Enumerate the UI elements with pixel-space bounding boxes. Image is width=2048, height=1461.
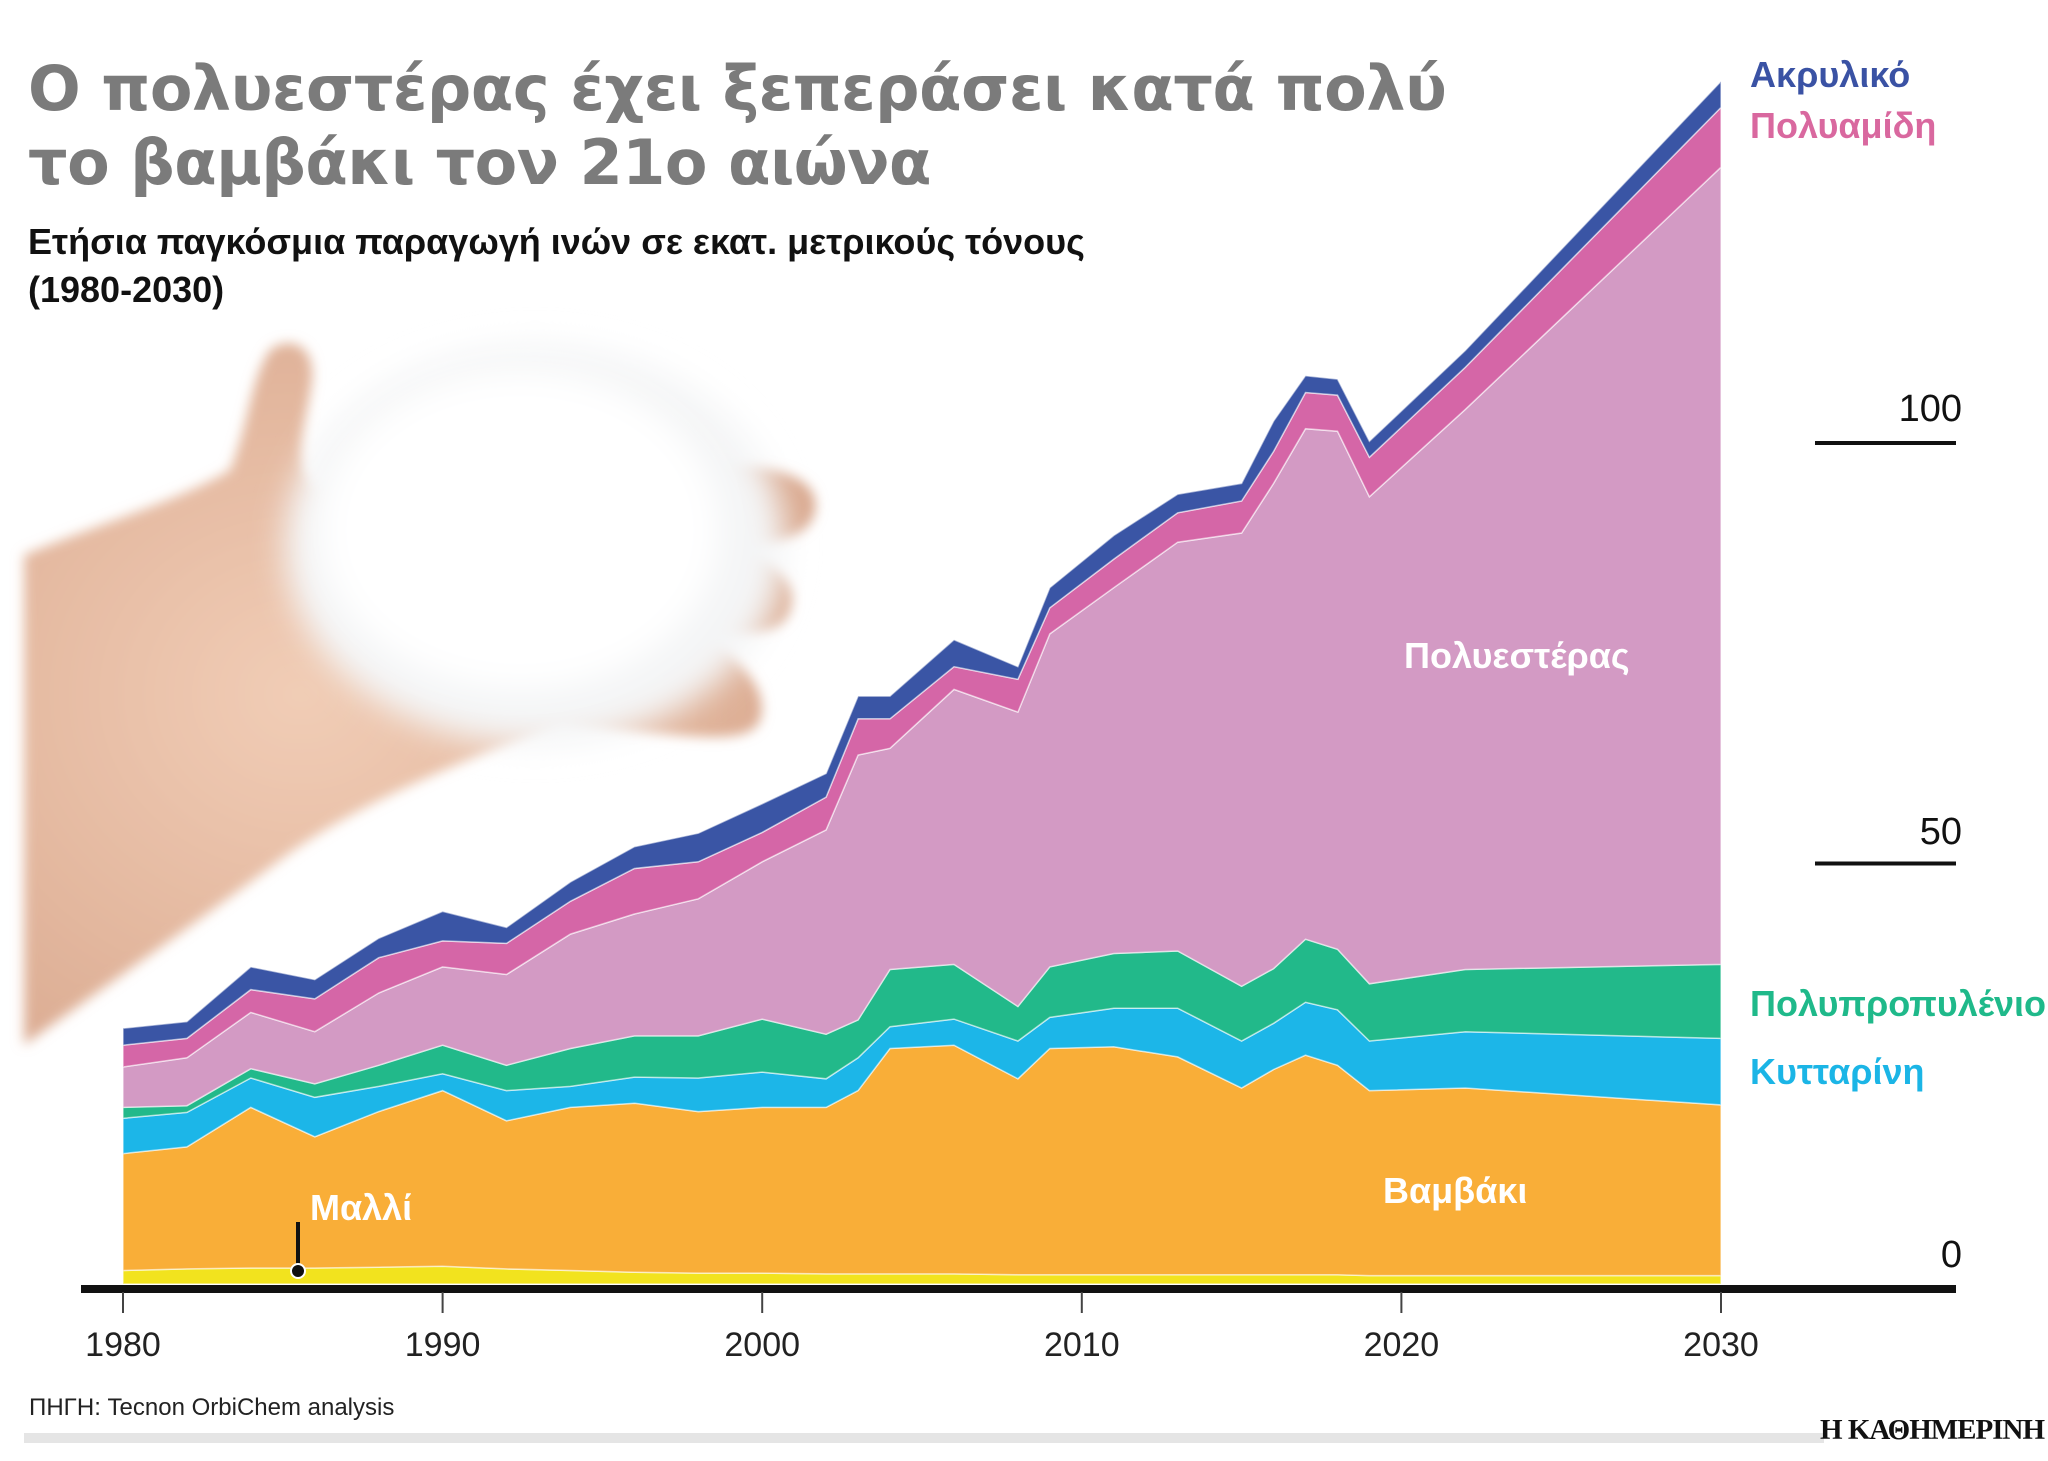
label-polyester: Πολυεστέρας [1404,635,1630,676]
hand-with-fiber-image [24,343,816,1045]
y-tick-label-50: 50 [1919,811,1962,853]
x-tick-label-2000: 2000 [724,1326,800,1364]
x-tick-label-2020: 2020 [1364,1326,1440,1364]
x-tick-label-2010: 2010 [1044,1326,1120,1364]
label-acrylic: Ακρυλικό [1750,54,1911,95]
chart-subtitle: Ετήσια παγκόσμια παραγωγή ινών σε εκατ. … [28,218,1085,314]
axes: 1980 1990 2000 2010 2020 2030 [81,441,1956,1364]
title-line-1: Ο πολυεστέρας έχει ξεπεράσει κατά πολύ [28,52,1447,125]
area-6 [122,79,1722,1047]
subtitle-line-1: Ετήσια παγκόσμια παραγωγή ινών σε εκατ. … [28,221,1085,262]
y-tick-label-100: 100 [1898,388,1962,430]
x-tick-label-1990: 1990 [405,1326,481,1364]
source-note: ΠΗΓΗ: Tecnon OrbiChem analysis [29,1394,395,1421]
label-cellulose: Κυτταρίνη [1750,1051,1925,1092]
x-tick-label-1980: 1980 [85,1326,161,1364]
y-tick-label-0: 0 [1940,1234,1962,1276]
chart-title: Ο πολυεστέρας έχει ξεπεράσει κατά πολύ τ… [28,52,1447,200]
area-layers [122,79,1722,1285]
subtitle-line-2: (1980-2030) [28,269,225,310]
label-polyamide: Πολυαμίδη [1750,105,1937,146]
publisher-logo: Η ΚΑΘΗΜΕΡΙΝΗ [1820,1414,2045,1446]
title-line-2: το βαμβάκι τον 21ο αιώνα [28,126,932,199]
label-wool: Μαλλί [310,1187,413,1228]
label-polypropylene: Πολυπροπυλένιο [1750,983,2047,1024]
wool-pointer-dot [290,1263,306,1279]
x-tick-label-2030: 2030 [1683,1326,1759,1364]
footer-bar [24,1433,1824,1443]
label-cotton: Βαμβάκι [1383,1170,1528,1211]
